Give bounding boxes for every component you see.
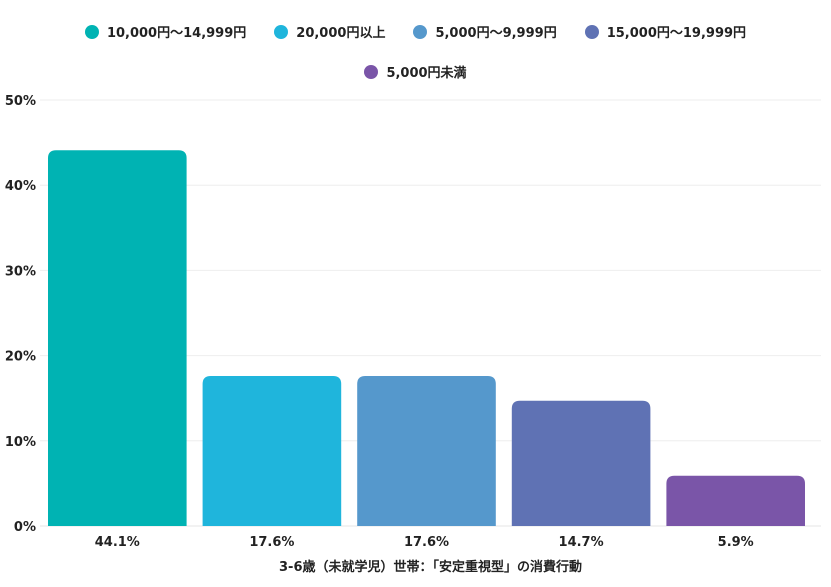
legend-row-2: 5,000円未満 <box>0 62 831 81</box>
legend-label: 10,000円〜14,999円 <box>106 26 247 41</box>
legend-label: 15,000円〜19,999円 <box>606 26 747 41</box>
legend-item-15000-19999[interactable]: 15,000円〜19,999円 <box>584 22 747 41</box>
bar-value-label: 17.6% <box>249 535 294 550</box>
legend-item-10000-14999[interactable]: 10,000円〜14,999円 <box>84 22 247 41</box>
legend-marker-icon <box>413 24 428 39</box>
y-tick-label: 50% <box>5 94 36 109</box>
bar-value-label: 14.7% <box>559 535 604 550</box>
y-tick-label: 10% <box>5 435 36 450</box>
legend-label: 20,000円以上 <box>296 26 386 41</box>
bar-value-label: 5.9% <box>718 535 754 550</box>
bar <box>666 475 805 526</box>
bar-value-label: 17.6% <box>404 535 449 550</box>
bar <box>202 376 342 526</box>
x-axis-title: 3-6歳（未就学児）世帯：「安定重視型」の消費行動 <box>279 559 582 575</box>
legend-marker-icon <box>84 24 99 39</box>
legend-item-5000-9999[interactable]: 5,000円〜9,999円 <box>413 22 557 41</box>
legend-row-1: 10,000円〜14,999円 20,000円以上 5,000円〜9,999円 … <box>0 22 831 41</box>
bar <box>357 376 496 526</box>
legend-marker-icon <box>584 24 599 39</box>
legend-item-under-5000[interactable]: 5,000円未満 <box>364 62 467 81</box>
legend-marker-icon <box>364 64 379 79</box>
y-tick-label: 30% <box>5 264 36 279</box>
legend-item-20000-plus[interactable]: 20,000円以上 <box>274 22 385 41</box>
legend-label: 5,000円〜9,999円 <box>435 26 557 41</box>
bar-value-label: 44.1% <box>95 535 140 550</box>
y-tick-label: 40% <box>5 179 36 194</box>
y-tick-label: 20% <box>5 350 36 365</box>
legend-marker-icon <box>274 24 289 39</box>
bar <box>511 400 651 526</box>
legend-label: 5,000円未満 <box>386 66 467 81</box>
bar <box>48 150 187 526</box>
y-tick-label: 0% <box>14 520 36 535</box>
